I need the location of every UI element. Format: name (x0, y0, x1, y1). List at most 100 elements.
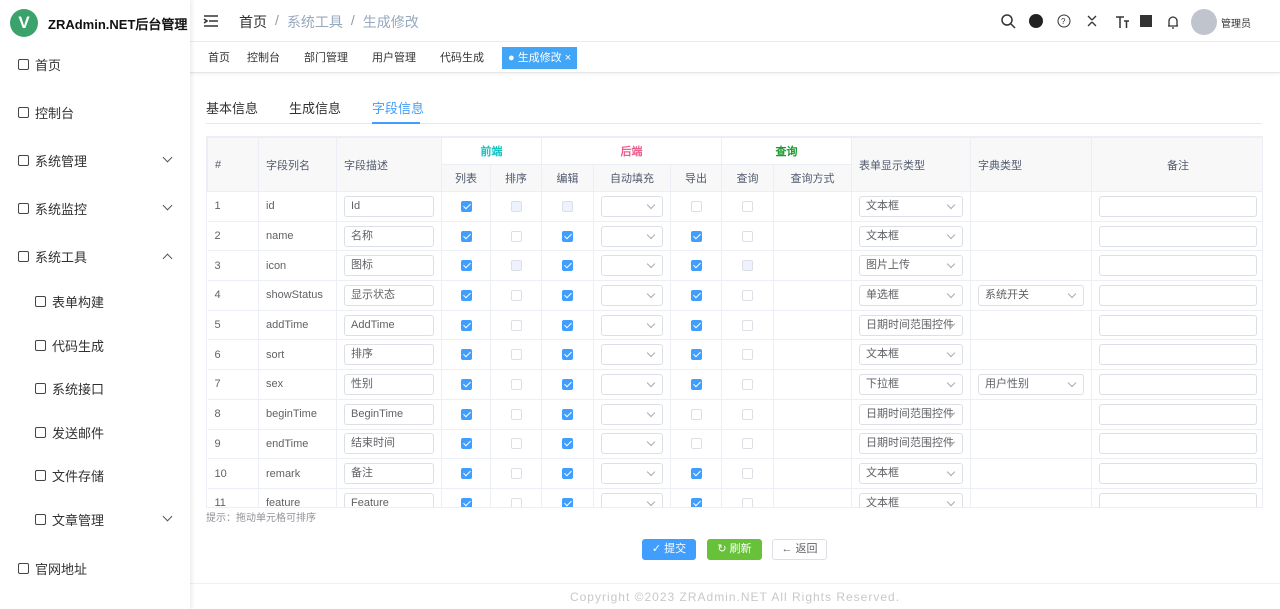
checkbox[interactable] (690, 497, 702, 507)
html-type-select[interactable]: 文本框 (859, 492, 964, 507)
remark-input[interactable] (1099, 284, 1258, 306)
checkbox[interactable] (690, 260, 702, 272)
remark-input[interactable] (1099, 433, 1258, 455)
html-type-select[interactable]: 文本框 (859, 195, 964, 217)
checkbox[interactable] (690, 468, 702, 480)
dict-select[interactable]: 系统开关 (978, 284, 1085, 306)
avatar[interactable] (1191, 9, 1217, 35)
checkbox[interactable] (562, 497, 573, 507)
checkbox[interactable] (460, 290, 472, 301)
checkbox[interactable] (510, 468, 522, 480)
tag[interactable]: ● 生成修改 × (502, 47, 578, 69)
checkbox[interactable] (742, 408, 754, 420)
user-name[interactable]: 管理员 (1221, 19, 1251, 30)
checkbox[interactable] (562, 379, 573, 391)
html-type-select[interactable]: 图片上传 (859, 255, 964, 277)
checkbox[interactable] (510, 290, 522, 301)
autofill-select[interactable] (601, 255, 663, 277)
menu-item[interactable]: 官网地址 (0, 544, 190, 592)
checkbox[interactable] (562, 260, 573, 272)
desc-input[interactable]: 性别 (344, 373, 434, 395)
checkbox[interactable] (510, 438, 522, 450)
checkbox[interactable] (460, 468, 472, 480)
html-type-select[interactable]: 文本框 (859, 463, 964, 485)
checkbox[interactable] (562, 319, 573, 331)
desc-input[interactable]: 图标 (344, 255, 434, 277)
toolbar-icons[interactable]: ? (1000, 13, 1200, 31)
checkbox[interactable] (460, 260, 472, 272)
checkbox[interactable] (460, 200, 472, 212)
checkbox[interactable] (562, 468, 573, 480)
checkbox[interactable] (510, 408, 522, 420)
checkbox[interactable] (510, 230, 522, 242)
menu-item[interactable]: 系统接口 (0, 367, 190, 411)
breadcrumb-item[interactable]: 首页 (239, 14, 267, 30)
checkbox[interactable] (562, 290, 573, 301)
checkbox[interactable] (742, 230, 754, 242)
checkbox[interactable] (562, 408, 573, 420)
checkbox[interactable] (460, 230, 472, 242)
menu-item[interactable]: 系统管理 (0, 136, 190, 184)
checkbox[interactable] (460, 438, 472, 450)
html-type-select[interactable]: 单选框 (859, 284, 964, 306)
checkbox[interactable] (510, 349, 522, 361)
menu-item[interactable]: 控制台 (0, 88, 190, 136)
autofill-select[interactable] (601, 492, 663, 507)
dict-select[interactable]: 用户性别 (978, 373, 1085, 395)
desc-input[interactable]: BeginTime (344, 403, 434, 425)
checkbox[interactable] (742, 290, 754, 301)
menu-item[interactable]: 首页 (0, 40, 190, 88)
tag[interactable]: 用户管理 (366, 47, 422, 69)
html-type-select[interactable]: 下拉框 (859, 373, 964, 395)
menu-item[interactable]: 文件存储 (0, 454, 190, 498)
checkbox[interactable] (690, 408, 702, 420)
checkbox[interactable] (690, 230, 702, 242)
html-type-select[interactable]: 日期时间范围控件 (859, 433, 964, 455)
checkbox[interactable] (690, 438, 702, 450)
remark-input[interactable] (1099, 344, 1258, 366)
back-button[interactable]: ← 返回 (772, 539, 827, 560)
remark-input[interactable] (1099, 255, 1258, 277)
checkbox[interactable] (742, 497, 754, 507)
autofill-select[interactable] (601, 195, 663, 217)
checkbox[interactable] (510, 319, 522, 331)
checkbox[interactable] (690, 349, 702, 361)
checkbox[interactable] (562, 230, 573, 242)
checkbox[interactable] (460, 319, 472, 331)
html-type-select[interactable]: 日期时间范围控件 (859, 314, 964, 336)
tag[interactable]: 部门管理 (298, 47, 354, 69)
desc-input[interactable]: 备注 (344, 463, 434, 485)
autofill-select[interactable] (601, 403, 663, 425)
remark-input[interactable] (1099, 195, 1258, 217)
menu-item[interactable]: 系统监控 (0, 184, 190, 232)
checkbox[interactable] (510, 379, 522, 391)
html-type-select[interactable]: 文本框 (859, 344, 964, 366)
checkbox[interactable] (690, 379, 702, 391)
submit-button[interactable]: ✓ 提交 (642, 539, 696, 560)
menu-item[interactable]: 表单构建 (0, 280, 190, 324)
remark-input[interactable] (1099, 225, 1258, 247)
checkbox[interactable] (742, 200, 754, 212)
menu-item[interactable]: 文章管理 (0, 498, 190, 542)
desc-input[interactable]: 名称 (344, 225, 434, 247)
autofill-select[interactable] (601, 433, 663, 455)
checkbox[interactable] (562, 438, 573, 450)
autofill-select[interactable] (601, 284, 663, 306)
remark-input[interactable] (1099, 403, 1258, 425)
desc-input[interactable]: Feature (344, 492, 434, 507)
autofill-select[interactable] (601, 463, 663, 485)
checkbox[interactable] (690, 319, 702, 331)
checkbox[interactable] (460, 379, 472, 391)
tag[interactable]: 代码生成 (434, 47, 490, 69)
autofill-select[interactable] (601, 344, 663, 366)
refresh-button[interactable]: ↻ 刷新 (707, 539, 762, 560)
remark-input[interactable] (1099, 373, 1258, 395)
desc-input[interactable]: 结束时间 (344, 433, 434, 455)
checkbox[interactable] (562, 349, 573, 361)
remark-input[interactable] (1099, 463, 1258, 485)
tab[interactable]: 基本信息 (206, 101, 259, 116)
desc-input[interactable]: 显示状态 (344, 284, 434, 306)
menu-item[interactable]: 系统工具 (0, 232, 190, 280)
tab[interactable]: 生成信息 (289, 101, 342, 116)
tag[interactable]: 控制台 (241, 47, 286, 69)
